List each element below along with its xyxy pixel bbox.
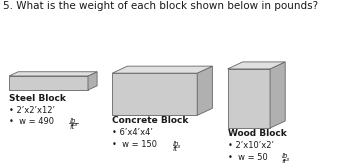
Text: lb: lb [69,118,76,124]
Text: 5. What is the weight of each block shown below in pounds?: 5. What is the weight of each block show… [3,1,318,11]
Text: • 2’x10’x2’: • 2’x10’x2’ [228,141,274,150]
Polygon shape [270,62,285,128]
Polygon shape [228,62,285,69]
Polygon shape [112,66,212,73]
Polygon shape [88,72,97,90]
Polygon shape [9,76,88,90]
Text: • 2’x2’x12’: • 2’x2’x12’ [9,105,55,115]
Text: •  w = 490: • w = 490 [9,118,54,126]
Text: Wood Block: Wood Block [228,129,286,138]
Polygon shape [197,66,212,115]
Polygon shape [112,73,197,115]
Text: ft³: ft³ [69,124,77,130]
Text: Steel Block: Steel Block [9,94,66,103]
Text: • 6’x4’x4’: • 6’x4’x4’ [112,128,153,137]
Polygon shape [228,69,270,128]
Text: lb: lb [173,141,179,147]
Text: Concrete Block: Concrete Block [112,116,189,125]
Text: ft³: ft³ [282,159,290,163]
Text: lb: lb [282,153,288,159]
Text: •  w = 150: • w = 150 [112,140,157,149]
Text: ft³: ft³ [173,146,181,152]
Text: •  w = 50: • w = 50 [228,153,267,162]
Polygon shape [9,72,97,76]
